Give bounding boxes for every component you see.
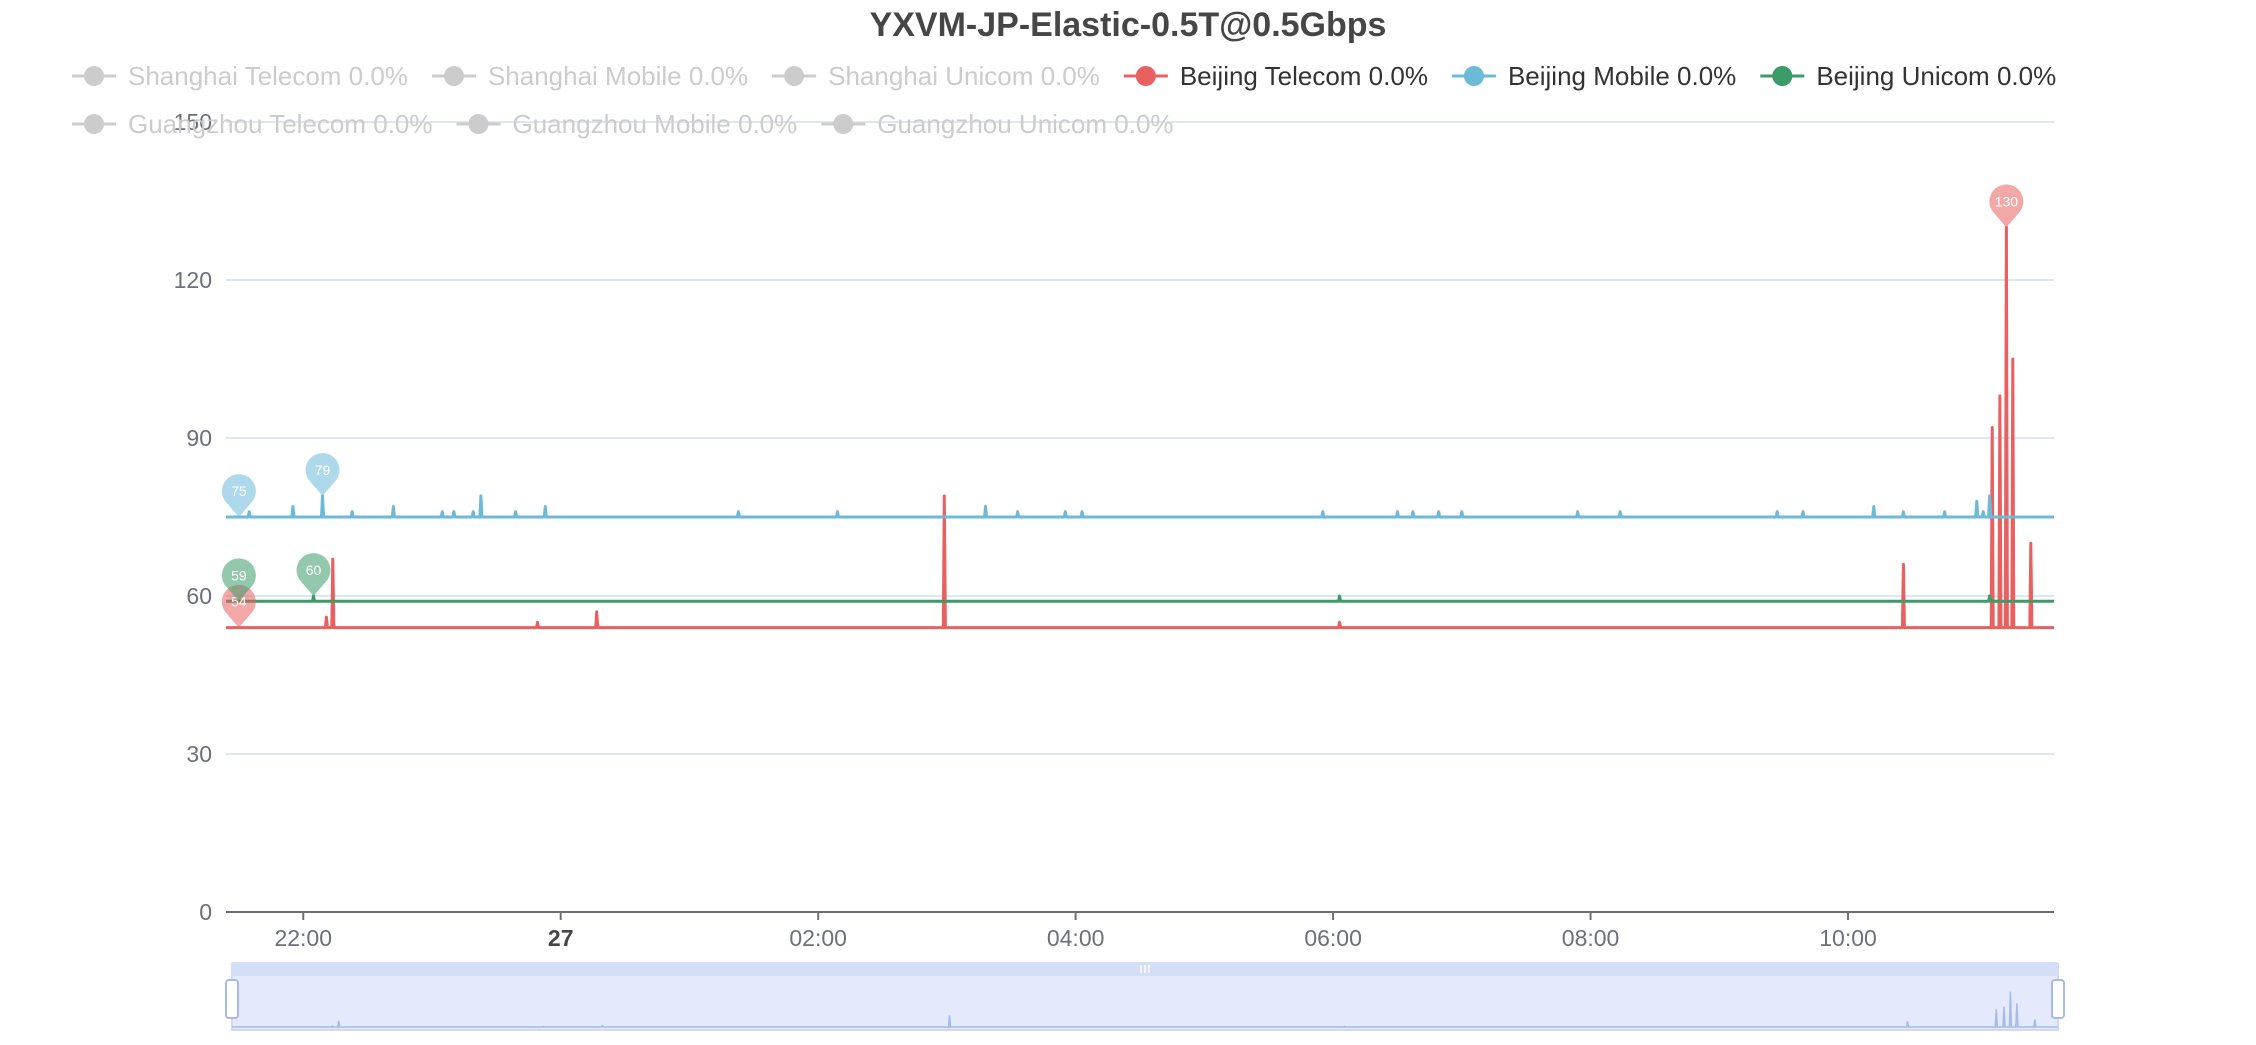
series-line-beijing-mobile	[226, 494, 2054, 519]
legend-dot-icon	[1135, 66, 1156, 86]
legend-item-label: Guangzhou Telecom 0.0%	[128, 109, 433, 139]
marker-pin-label: 60	[306, 562, 322, 578]
marker-pin-label: 79	[315, 462, 331, 478]
y-tick-label: 0	[199, 899, 212, 925]
legend[interactable]: Shanghai Telecom 0.0% Shanghai Mobile 0.0…	[72, 61, 2056, 139]
legend-item[interactable]: Shanghai Mobile 0.0%	[431, 61, 748, 91]
marker-pin-label: 59	[231, 567, 247, 583]
marker-pin-shape	[221, 584, 256, 628]
zoom-sparkline	[232, 991, 2058, 1028]
x-tick-label: 08:00	[1562, 925, 1620, 951]
grid-layer	[226, 121, 2054, 755]
legend-item-label: Guangzhou Mobile 0.0%	[513, 109, 798, 139]
legend-item[interactable]: Beijing Unicom 0.0%	[1760, 61, 2056, 91]
legend-item[interactable]: Guangzhou Telecom 0.0%	[72, 109, 433, 139]
legend-item-label: Guangzhou Unicom 0.0%	[877, 109, 1173, 139]
x-tick-label: 04:00	[1047, 925, 1105, 951]
chart-title: YXVM-JP-Elastic-0.5T@0.5Gbps	[870, 6, 1387, 44]
marker-pin-shape	[296, 553, 331, 596]
legend-item-label: Shanghai Telecom 0.0%	[128, 61, 408, 91]
legend-dot-icon	[84, 114, 104, 134]
y-tick-label: 120	[174, 267, 212, 293]
legend-item-label: Shanghai Mobile 0.0%	[488, 61, 748, 91]
x-tick-label: 10:00	[1819, 925, 1877, 951]
marker-pin-shape	[305, 453, 340, 496]
marker-pin: 79	[305, 453, 340, 496]
legend-item[interactable]: Beijing Telecom 0.0%	[1123, 61, 1428, 91]
legend-dot-icon	[468, 114, 489, 134]
series-layer	[226, 225, 2054, 630]
y-tick-label: 60	[186, 583, 212, 609]
marker-pin: 59	[221, 558, 256, 602]
legend-dot-icon	[784, 66, 805, 86]
legend-dot-icon	[443, 66, 464, 86]
legend-item[interactable]: Shanghai Unicom 0.0%	[772, 61, 1100, 91]
legend-dot-icon	[1463, 66, 1484, 86]
y-tick-label: 30	[186, 741, 212, 767]
marker-pin-label: 130	[1995, 193, 2019, 209]
legend-item-label: Beijing Telecom 0.0%	[1180, 61, 1428, 91]
series-line-beijing-unicom	[226, 594, 2054, 603]
x-tick-label: 27	[548, 925, 574, 951]
legend-item-label: Shanghai Unicom 0.0%	[828, 61, 1100, 91]
zoom-left-handle[interactable]	[225, 979, 239, 1019]
marker-pin-shape	[221, 558, 256, 602]
legend-dot-icon	[1772, 66, 1793, 86]
marker-pin-label: 54	[231, 594, 247, 610]
marker-pin: 54	[221, 584, 256, 628]
y-tick-label: 150	[174, 109, 212, 135]
legend-item-label: Beijing Unicom 0.0%	[1816, 61, 2056, 91]
legend-dot-icon	[833, 114, 854, 134]
data-zoom-slider[interactable]	[225, 962, 2065, 1031]
legend-dot-icon	[84, 66, 104, 86]
marker-pin: 60	[296, 553, 331, 596]
marker-pin-label: 75	[231, 483, 247, 499]
legend-item[interactable]: Beijing Mobile 0.0%	[1451, 61, 1736, 91]
x-tick-label: 06:00	[1304, 925, 1362, 951]
marker-pin-shape	[221, 474, 256, 517]
marker-layer: 54 130 75 79 59 60	[221, 184, 2024, 628]
zoom-right-handle[interactable]	[2051, 979, 2065, 1019]
x-tick-label: 02:00	[789, 925, 847, 951]
series-line-beijing-telecom	[226, 225, 2054, 630]
legend-item[interactable]: Guangzhou Unicom 0.0%	[821, 109, 1174, 139]
y-axis: 0 30 60 90 120 150	[174, 109, 212, 925]
marker-pin-shape	[1989, 184, 2024, 228]
legend-item-label: Beijing Mobile 0.0%	[1508, 61, 1736, 91]
marker-pin: 75	[221, 474, 256, 517]
x-tick-label: 22:00	[274, 925, 332, 951]
marker-pin: 130	[1989, 184, 2024, 228]
legend-item[interactable]: Shanghai Telecom 0.0%	[72, 61, 408, 91]
x-axis: 22:00 27 02:00 04:00 06:00 08:00 10:00	[226, 911, 2054, 951]
legend-item[interactable]: Guangzhou Mobile 0.0%	[456, 109, 798, 139]
y-tick-label: 90	[186, 425, 212, 451]
